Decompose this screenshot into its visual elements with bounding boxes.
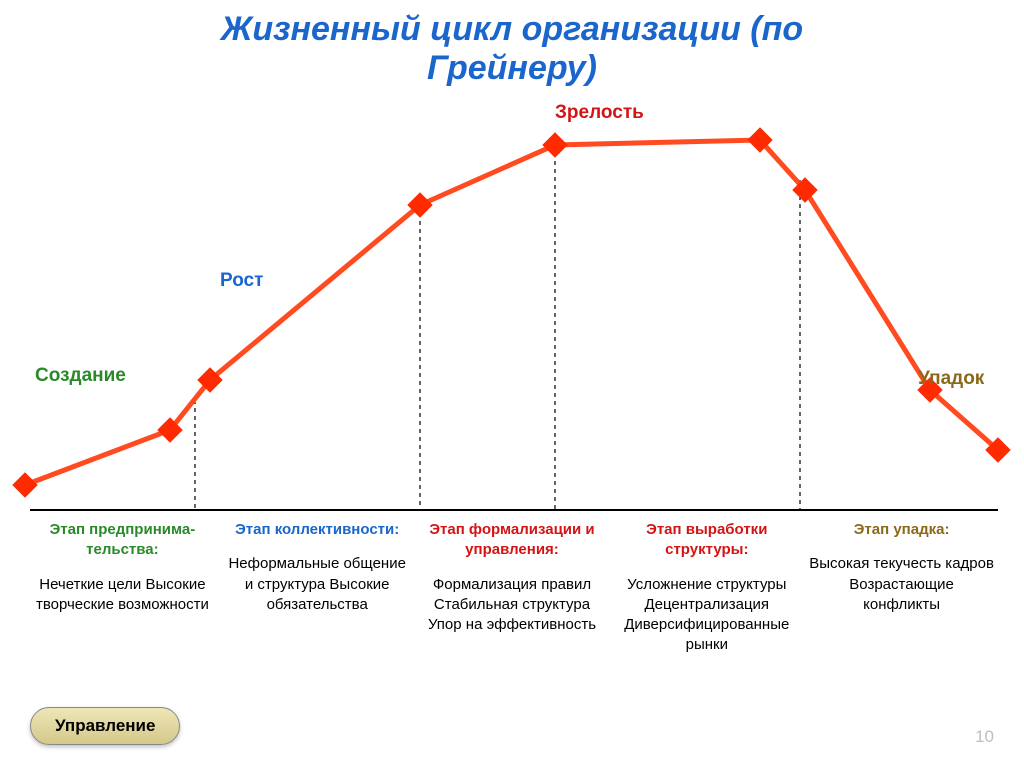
title-line2: Грейнеру) [427,49,597,87]
stage-5-title: Этап упадка: [809,520,994,540]
phase-label: Создание [35,365,126,387]
stage-4: Этап выработки структуры: Усложнение стр… [614,520,799,656]
stage-4-body: Усложнение структуры Децентрализация Див… [614,575,799,656]
stage-2: Этап коллективности: Неформальные общени… [225,520,410,656]
stage-1-title: Этап предпринима-тельства: [30,520,215,561]
stages-row: Этап предпринима-тельства: Нечеткие цели… [30,520,994,656]
stage-3: Этап формализации и управления: Формализ… [420,520,605,656]
page-title: Жизненный цикл организации (по Грейнеру) [0,0,1024,88]
stage-2-body: Неформальные общение и структура Высокие… [225,554,410,615]
title-line1: Жизненный цикл организации (по [221,10,803,48]
management-button-label: Управление [55,716,155,735]
lifecycle-chart: Создание Рост Зрелость Упадок [0,90,1024,510]
stage-4-title: Этап выработки структуры: [614,520,799,561]
stage-1: Этап предпринима-тельства: Нечеткие цели… [30,520,215,656]
phase-label: Рост [220,270,263,292]
stage-2-title: Этап коллективности: [225,520,410,540]
stage-5-body: Высокая текучесть кадров Возрастающие ко… [809,554,994,615]
stage-3-body: Формализация правил Стабильная структура… [420,575,605,636]
management-button[interactable]: Управление [30,707,180,745]
stage-3-title: Этап формализации и управления: [420,520,605,561]
phase-label: Зрелость [555,102,644,124]
phase-label: Упадок [918,368,984,390]
stage-1-body: Нечеткие цели Высокие творческие возможн… [30,575,215,616]
stage-5: Этап упадка: Высокая текучесть кадров Во… [809,520,994,656]
page-number: 10 [975,727,994,747]
